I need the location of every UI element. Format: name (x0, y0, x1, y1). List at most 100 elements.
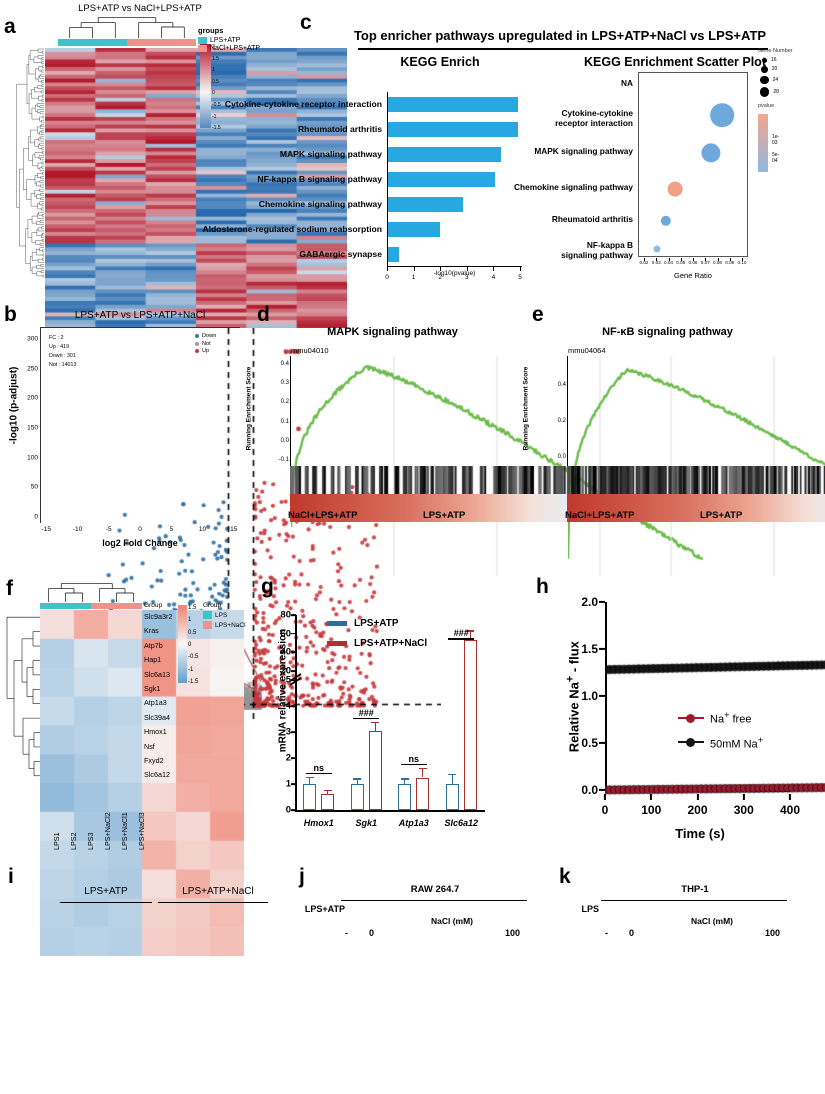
kegg-bar-label: Cytokine-cytokine receptor interaction (224, 99, 382, 109)
y-tick-label: 50 (30, 483, 38, 491)
scale-tick: 1.5 (212, 55, 219, 62)
gsea-y-tick: 0.4 (557, 381, 566, 388)
y-tick-mark (291, 632, 296, 635)
panel-label-i: i (8, 865, 14, 888)
volcano-legend: Down Not Up (195, 333, 216, 356)
significance-label: ### (358, 707, 374, 718)
x-tick (644, 258, 645, 261)
legend-item: LPS+ATP (198, 37, 260, 44)
y-tick-label: 4 (285, 700, 291, 712)
legend-item: Up (195, 348, 216, 354)
significance-line (305, 772, 332, 775)
panel-e-gsea-nfkb: e NF-κB signaling pathway mmu04064 Runni… (522, 300, 825, 580)
legend-swatch (203, 621, 212, 629)
panel-h-yticks: 0.0 0.5 1.0 1.5 2.0 (566, 595, 605, 797)
heatmap-col-label: LPS+NaCl1 (120, 812, 129, 850)
x-tick (656, 258, 658, 261)
error-bar (422, 767, 424, 778)
panel-d-enrichment-curve (290, 356, 703, 576)
kegg-bar (388, 147, 502, 162)
bar (303, 784, 317, 810)
scale-tick: -0.5 (212, 102, 221, 108)
scale-tick: 0.5 (188, 629, 197, 636)
scale-tick: -1.5 (188, 678, 199, 685)
error-cap (305, 776, 314, 779)
legend-swatch (198, 45, 207, 52)
x-tick (742, 258, 743, 261)
volcano-stats-box: FC : 2 Up : 419 Down : 301 Not : 14013 (49, 334, 76, 370)
error-cap (400, 778, 409, 780)
significance-line (400, 763, 427, 766)
panel-i-group-header-2: LPS+ATP+NaCl (182, 886, 254, 897)
panel-d-yticks: 0.4 0.3 0.2 0.1 0.0 -0.1 (265, 356, 289, 466)
x-tick-label: 2 (438, 274, 442, 281)
panel-d-left-group: NaCl+LPS+ATP (288, 510, 358, 521)
error-bar (374, 721, 376, 731)
panel-c-heading: Top enricher pathways upregulated in LPS… (353, 28, 767, 43)
x-tick (668, 258, 670, 261)
pvalue-legend-title: pvalue (758, 102, 775, 109)
panel-b-yticks: 0 50 100 150 200 250 300 (14, 322, 40, 528)
heatmap-col-label: LPS+NaCl3 (137, 812, 146, 850)
y-tick-mark (291, 757, 296, 759)
legend-marker (678, 738, 704, 748)
x-tick (693, 258, 694, 261)
scale-tick: 1 (188, 617, 192, 624)
pvalue-tick: 1e-03 (772, 133, 780, 146)
panel-label-k: k (559, 865, 571, 888)
panel-e-yticks: 0.4 0.2 0.0 (544, 356, 566, 466)
x-tick (466, 267, 468, 271)
x-tick-label: 0.06 (688, 260, 698, 265)
legend-item: LPS+ATP+NaCl (327, 638, 427, 649)
scale-tick: 2 (212, 44, 215, 50)
panel-g-yticks: 0 1 2 3 4 5 20 40 60 80 (263, 609, 296, 816)
x-tick-label: 0.10 (737, 260, 747, 265)
panel-a-column-dendrogram (58, 16, 196, 38)
kegg-scatter-xlabel: Gene Ratio (674, 271, 712, 280)
kegg-bar-title: KEGG Enrich (400, 55, 480, 69)
panel-d-ylabel: Running Enrichment Score (245, 366, 253, 451)
panel-k-treatment-row: LPS (555, 902, 825, 916)
panel-i-header-rule-2 (158, 902, 268, 904)
kegg-scatter-plot (638, 72, 748, 257)
x-tick-label: 0.02 (639, 260, 649, 265)
panel-h-series-area (605, 602, 825, 978)
y-tick-label: 1 (285, 778, 291, 790)
kegg-scatter-xticks: 0.02 0.03 0.04 0.05 0.06 0.07 0.08 0.09 0.10 (638, 258, 748, 270)
group-label: Slc6a12 (444, 818, 479, 828)
pvalue-gradient (758, 113, 768, 172)
x-tick-label: -5 (105, 526, 112, 533)
panel-label-c: c (300, 11, 312, 34)
legend-item: Na+ free (678, 710, 763, 726)
panel-i-header-rule-1 (60, 902, 152, 904)
x-tick-label: -10 (72, 526, 83, 533)
panel-f-color-scale (178, 605, 187, 683)
kegg-scatter-ylabel: NA (621, 78, 633, 88)
panel-f-gene-heatmap: f Group Slc9a3r2 Kras Atp7b Hap1 Slc6a13 Sgk1… (0, 570, 255, 956)
x-tick-label: 10 (198, 526, 207, 533)
panel-a-scale-ticks: 2 1.5 1 0.5 0 -0.5 -1 -1.5 (212, 40, 234, 132)
kegg-scatter-title: KEGG Enrichment Scatter Plot (584, 55, 766, 69)
panel-f-row-dendrogram (3, 610, 40, 783)
y-tick-label: 80 (280, 609, 291, 621)
panel-b-xlabel: log2 Fold Change (102, 538, 178, 548)
panel-d-gene-ticks (290, 466, 702, 522)
y-tick-label: 150 (27, 424, 38, 432)
gene-number-legend-title: Gene Number (758, 48, 793, 54)
legend-item: LPS+NaCl (203, 621, 246, 629)
error-bar (309, 776, 311, 784)
legend-label: LPS+ATP (354, 618, 399, 629)
legend-swatch (198, 37, 207, 44)
x-tick (493, 267, 495, 271)
legend-item: 50mM Na+ (678, 735, 763, 750)
legend-bubble (761, 66, 768, 73)
panel-e-enrichment-curve (567, 356, 825, 576)
heatmap-col-label: LPS2 (69, 832, 78, 850)
y-tick-label: 5 (285, 674, 291, 686)
x-tick (520, 267, 521, 271)
y-tick-label: 0 (34, 513, 38, 521)
panel-j-dose-zero: 0 (369, 928, 375, 938)
heatmap-row-label: Hmox1 (144, 727, 167, 737)
panel-g-legend: LPS+ATP LPS+ATP+NaCl (327, 618, 427, 658)
x-tick-label: 5 (169, 526, 174, 533)
